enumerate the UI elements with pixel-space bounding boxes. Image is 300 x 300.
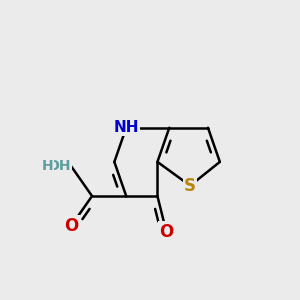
Text: H: H bbox=[42, 159, 53, 173]
Text: O: O bbox=[64, 217, 78, 235]
Text: O: O bbox=[159, 223, 173, 241]
Text: S: S bbox=[184, 177, 196, 195]
Text: NH: NH bbox=[113, 120, 139, 135]
Text: OH: OH bbox=[48, 159, 71, 173]
